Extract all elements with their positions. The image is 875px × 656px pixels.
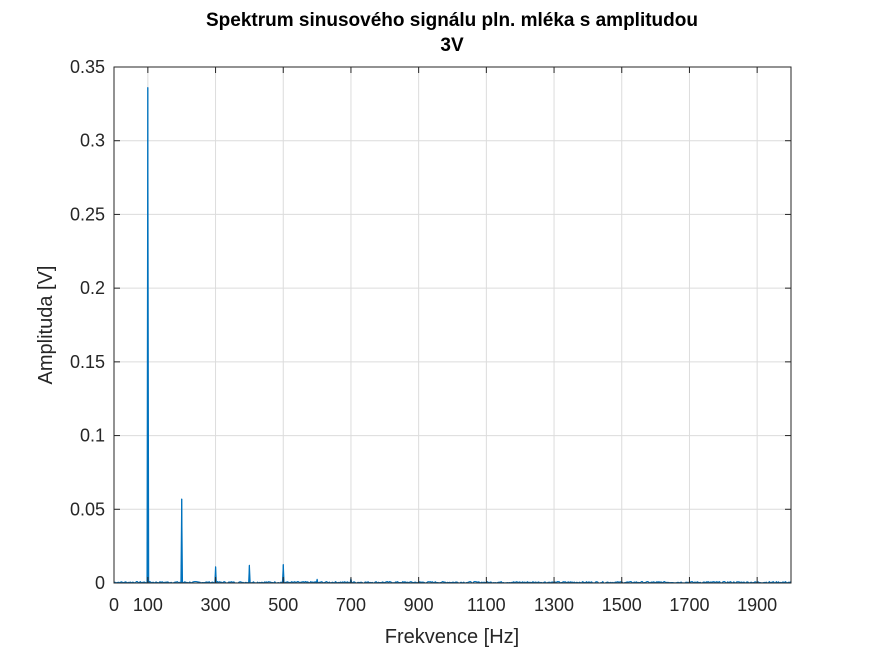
x-tick-label: 100 (133, 595, 163, 615)
x-tick-label: 1500 (602, 595, 642, 615)
axes-box (113, 66, 792, 584)
x-tick-label: 1700 (669, 595, 709, 615)
y-tick-label: 0.1 (80, 426, 105, 446)
chart-title-line-1: Spektrum sinusového signálu pln. mléka s… (206, 10, 698, 31)
x-tick-label: 500 (268, 595, 298, 615)
y-tick-label: 0 (95, 573, 105, 593)
y-tick-label: 0.35 (70, 57, 105, 77)
ticks: 0 100 300 500 700 900 1100 1300 1500 1700 1900 0 0.0… (70, 57, 791, 615)
x-tick-label: 1300 (534, 595, 574, 615)
x-tick-label: 0 (109, 595, 119, 615)
x-tick-label: 1100 (467, 595, 506, 615)
y-tick-label: 0.05 (70, 499, 105, 519)
y-tick-label: 0.15 (70, 352, 105, 372)
chart-title-line-2: 3V (440, 35, 464, 56)
x-tick-label: 1900 (737, 595, 777, 615)
x-tick-label: 700 (336, 595, 366, 615)
plot-area (114, 67, 791, 583)
y-tick-label: 0.25 (70, 204, 105, 224)
y-tick-label: 0.3 (80, 131, 105, 151)
x-tick-label: 300 (201, 595, 231, 615)
y-tick-label: 0.2 (80, 278, 105, 298)
x-tick-label: 900 (404, 595, 434, 615)
y-axis-label: Amplituda [V] (35, 266, 57, 385)
grid (114, 67, 791, 583)
x-axis-label: Frekvence [Hz] (385, 626, 519, 648)
